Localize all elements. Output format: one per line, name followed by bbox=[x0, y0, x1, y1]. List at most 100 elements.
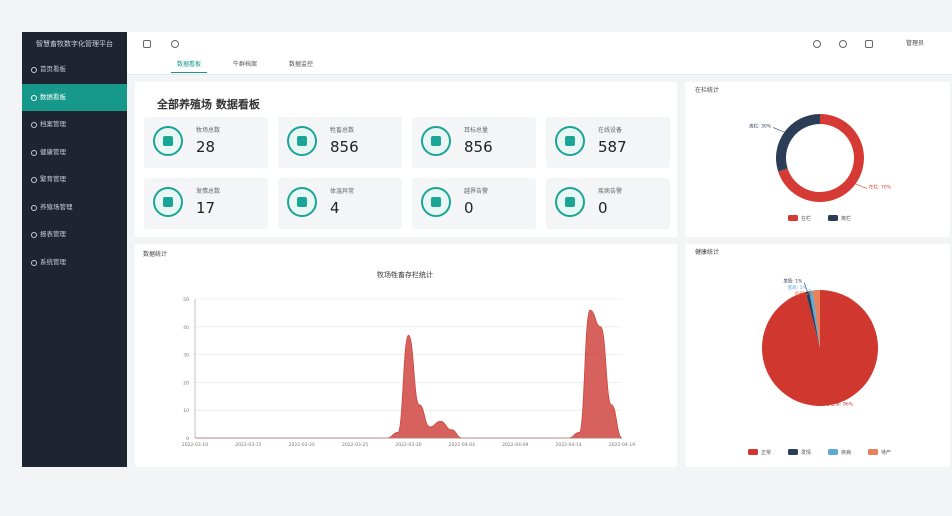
leader-line bbox=[855, 183, 868, 189]
stat-card: 越界告警 0 bbox=[412, 178, 536, 229]
stat-icon bbox=[153, 126, 183, 156]
chart-title: 健康统计 bbox=[695, 248, 719, 256]
fullscreen-icon[interactable] bbox=[865, 40, 873, 48]
x-tick-label: 2022-04-04 bbox=[449, 442, 475, 448]
stat-label: 疾病告警 bbox=[598, 188, 623, 195]
chart-title: 在栏统计 bbox=[695, 86, 719, 94]
dashboard-title: 全部养殖场 数据看板 bbox=[157, 98, 260, 111]
slice bbox=[805, 291, 820, 348]
menu-item[interactable]: 报表管理 bbox=[22, 221, 127, 248]
stat-label: 耳标总量 bbox=[464, 127, 489, 134]
slice-label: 在栏: 70% bbox=[869, 184, 892, 191]
y-tick-label: 0 bbox=[186, 436, 189, 442]
chart-title: 牧场牲畜存栏统计 bbox=[377, 270, 433, 279]
y-tick-label: 30 bbox=[183, 353, 189, 359]
legend-label: 在栏 bbox=[801, 215, 811, 222]
stat-label: 越界告警 bbox=[464, 188, 489, 195]
y-tick-label: 20 bbox=[183, 380, 189, 386]
menu-item[interactable]: 健康管理 bbox=[22, 139, 127, 166]
menu-item[interactable]: 系统管理 bbox=[22, 249, 127, 276]
slice bbox=[812, 290, 820, 348]
slice-label: 正常: 96% bbox=[831, 400, 854, 407]
stat-value: 17 bbox=[196, 199, 216, 217]
menu-item[interactable]: 首页看板 bbox=[22, 56, 127, 83]
donut-card bbox=[685, 82, 950, 237]
x-tick-label: 2022-03-20 bbox=[289, 442, 315, 448]
stat-value: 4 bbox=[330, 199, 340, 217]
refresh-icon[interactable] bbox=[171, 40, 179, 48]
y-tick-label: 40 bbox=[183, 325, 189, 331]
x-tick-label: 2022-04-19 bbox=[609, 442, 635, 448]
tool-icon[interactable] bbox=[839, 40, 847, 48]
x-tick-label: 2022-03-25 bbox=[342, 442, 368, 448]
stat-value: 28 bbox=[196, 138, 216, 156]
slice-label: 疾病: 1% bbox=[788, 284, 808, 291]
menu-item[interactable]: 档案管理 bbox=[22, 111, 127, 138]
stat-label: 体温异常 bbox=[330, 188, 355, 195]
legend-swatch bbox=[748, 449, 758, 455]
y-tick-label: 50 bbox=[183, 297, 189, 303]
stat-value: 587 bbox=[598, 138, 627, 156]
stat-label: 牧场总数 bbox=[196, 127, 221, 134]
tab[interactable]: 牛群档案 bbox=[233, 61, 258, 68]
sidebar: 智慧畜牧数字化管理平台 首页看板 数据看板 档案管理 健康管理 繁育管理 养殖场管理 报表管… bbox=[22, 32, 127, 467]
app-title: 智慧畜牧数字化管理平台 bbox=[36, 40, 113, 48]
stat-value: 0 bbox=[464, 199, 474, 217]
menu-item[interactable]: 数据看板 bbox=[22, 83, 127, 111]
x-tick-label: 2022-04-14 bbox=[556, 442, 582, 448]
topbar: 管理员 数据看板 牛群档案 数据监控 bbox=[127, 32, 952, 75]
stat-icon bbox=[421, 187, 451, 217]
slice bbox=[809, 290, 820, 348]
stat-value: 856 bbox=[330, 138, 359, 156]
stat-icon bbox=[287, 187, 317, 217]
stat-icon bbox=[555, 187, 585, 217]
slice-label: 发情: 1% bbox=[783, 278, 803, 285]
stat-value: 856 bbox=[464, 138, 493, 156]
stat-card: 耳标总量 856 bbox=[412, 117, 536, 168]
y-tick-label: 10 bbox=[183, 408, 189, 414]
stat-card: 疾病告警 0 bbox=[546, 178, 670, 229]
stat-card: 发情总数 17 bbox=[144, 178, 268, 229]
collapse-icon[interactable] bbox=[143, 40, 151, 48]
legend-label: 发情 bbox=[801, 449, 811, 456]
user-menu[interactable]: 管理员 bbox=[905, 40, 924, 47]
tab[interactable]: 数据看板 bbox=[171, 58, 208, 73]
area bbox=[194, 309, 623, 439]
leader-line bbox=[804, 282, 808, 292]
legend-label: 正常 bbox=[761, 449, 771, 456]
x-tick-label: 2022-04-09 bbox=[502, 442, 528, 448]
stat-value: 0 bbox=[598, 199, 608, 217]
panel-title: 数据统计 bbox=[143, 250, 167, 258]
stat-icon bbox=[287, 126, 317, 156]
tab[interactable]: 数据监控 bbox=[289, 61, 314, 68]
x-tick-label: 2022-03-15 bbox=[235, 442, 261, 448]
legend-label: 待产 bbox=[881, 449, 891, 456]
legend-swatch bbox=[868, 449, 878, 455]
menu-item[interactable]: 繁育管理 bbox=[22, 166, 127, 193]
stat-card: 牧场总数 28 bbox=[144, 117, 268, 168]
legend-swatch bbox=[788, 449, 798, 455]
legend-swatch bbox=[788, 215, 798, 221]
leader-line bbox=[815, 290, 817, 296]
stat-label: 在线设备 bbox=[598, 127, 623, 134]
stat-card: 在线设备 587 bbox=[546, 117, 670, 168]
leader-line bbox=[808, 288, 812, 291]
slice-label: 离栏: 30% bbox=[749, 122, 772, 129]
menu-item[interactable]: 养殖场管理 bbox=[22, 194, 127, 221]
stat-icon bbox=[555, 126, 585, 156]
slice-label: 待产: 2% bbox=[794, 290, 814, 297]
stat-label: 发情总数 bbox=[196, 188, 221, 195]
slice bbox=[761, 290, 878, 406]
leader-line bbox=[772, 127, 785, 133]
stat-icon bbox=[421, 126, 451, 156]
stat-label: 牲畜总数 bbox=[330, 127, 355, 134]
legend-label: 离栏 bbox=[841, 215, 851, 222]
tool-icon[interactable] bbox=[813, 40, 821, 48]
legend-swatch bbox=[828, 449, 838, 455]
stat-card: 体温异常 4 bbox=[278, 178, 402, 229]
stat-icon bbox=[153, 187, 183, 217]
stat-card: 牲畜总数 856 bbox=[278, 117, 402, 168]
x-tick-label: 2022-03-10 bbox=[182, 442, 208, 448]
